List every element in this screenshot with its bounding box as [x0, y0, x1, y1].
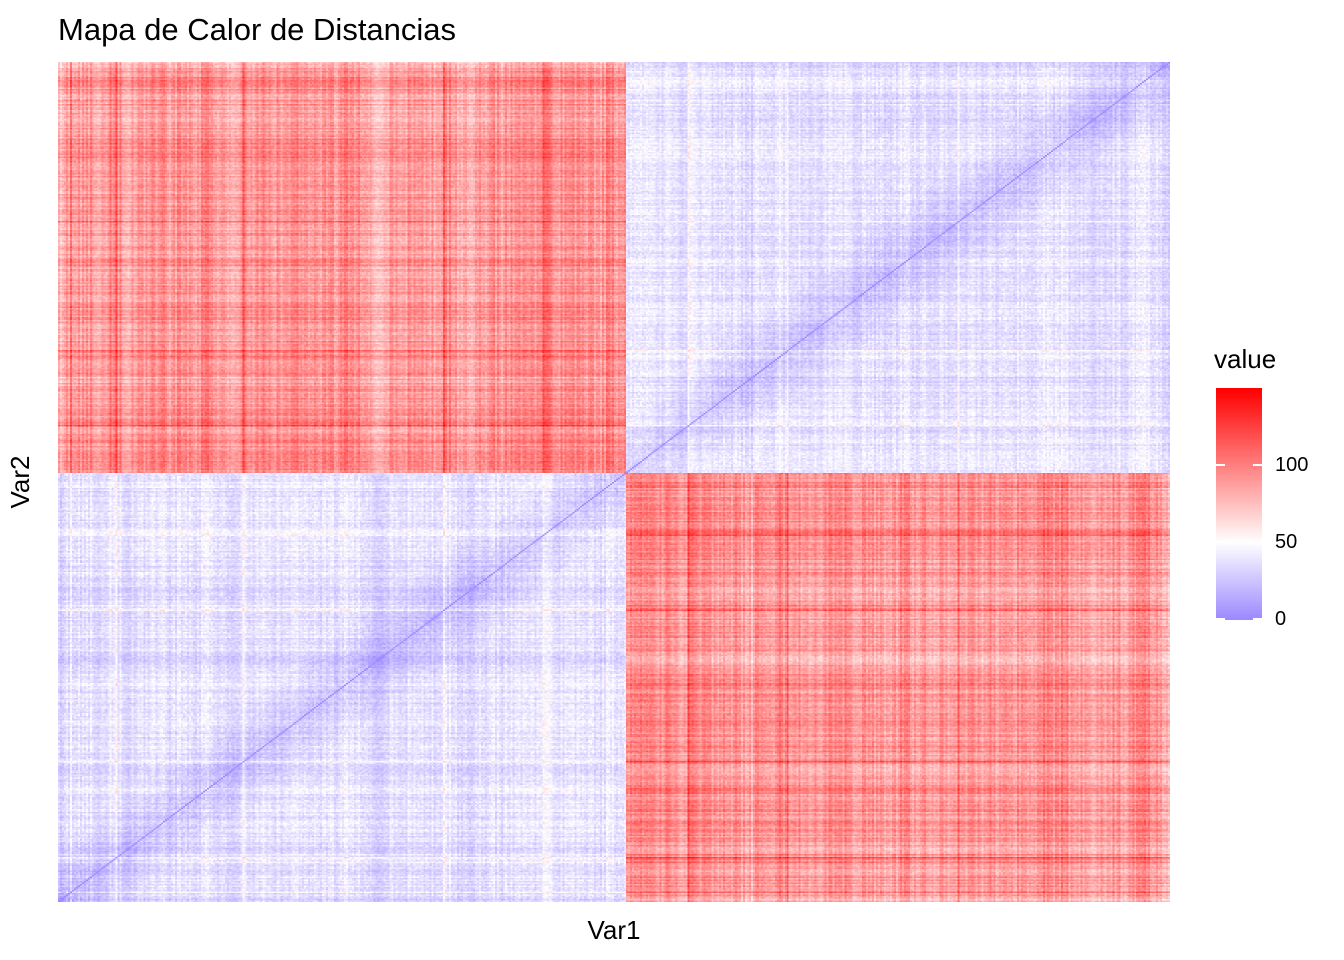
heatmap-grid — [58, 62, 1170, 902]
y-axis-label: Var2 — [5, 455, 35, 509]
legend-color-bar — [1216, 388, 1262, 620]
legend-tick-left — [1216, 464, 1225, 466]
legend-tick-right — [1253, 464, 1262, 466]
color-legend: value 0 50 100 — [1214, 342, 1334, 642]
chart-title: Mapa de Calor de Distancias — [58, 12, 457, 47]
legend-label: 0 — [1275, 608, 1287, 630]
legend-tick-left — [1216, 618, 1225, 620]
legend-label: 100 — [1275, 454, 1309, 476]
x-axis-label: Var1 — [587, 915, 641, 945]
legend-tick-right — [1253, 541, 1262, 543]
legend-tick-left — [1216, 541, 1225, 543]
legend-tick-right — [1253, 618, 1262, 620]
heatmap-panel — [58, 62, 1170, 902]
legend-title: value — [1214, 344, 1277, 374]
legend-label: 50 — [1275, 531, 1298, 553]
